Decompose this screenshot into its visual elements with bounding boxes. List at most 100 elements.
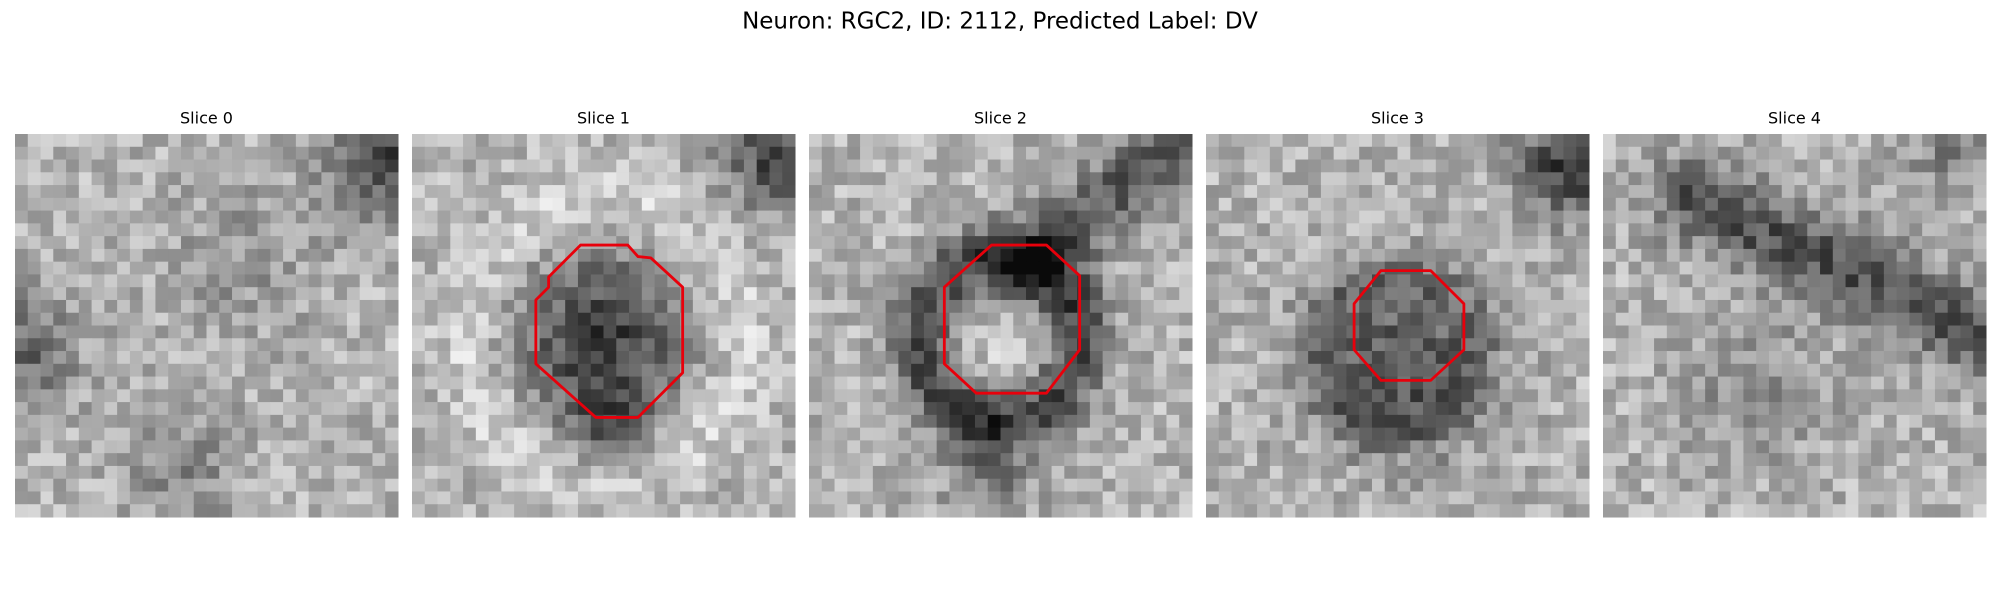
- pixel: [1128, 146, 1142, 161]
- pixel: [1397, 453, 1411, 467]
- pixel: [385, 363, 399, 378]
- pixel: [193, 172, 208, 186]
- pixel: [1140, 146, 1155, 161]
- pixel: [1423, 427, 1437, 441]
- pixel: [232, 491, 246, 505]
- pixel: [1499, 376, 1513, 390]
- pixel: [1537, 172, 1552, 186]
- pixel: [295, 146, 310, 161]
- pixel: [1295, 440, 1309, 454]
- pixel: [424, 351, 439, 365]
- pixel: [1807, 261, 1821, 275]
- pixel: [680, 134, 694, 148]
- pixel: [257, 312, 271, 327]
- pixel: [974, 478, 989, 492]
- pixel: [142, 172, 156, 186]
- pixel: [1257, 440, 1271, 454]
- pixel: [911, 185, 925, 199]
- pixel: [1730, 172, 1744, 186]
- pixel: [1153, 338, 1167, 352]
- pixel: [155, 478, 169, 492]
- pixel: [1563, 236, 1577, 250]
- pixel: [1115, 312, 1129, 327]
- pixel: [1845, 185, 1859, 199]
- pixel: [1179, 402, 1193, 416]
- pixel: [219, 478, 233, 492]
- pixel: [1435, 389, 1450, 403]
- pixel: [1858, 210, 1872, 224]
- pixel: [974, 274, 989, 288]
- pixel: [283, 414, 297, 429]
- pixel: [295, 185, 310, 199]
- pixel: [1000, 248, 1014, 263]
- pixel: [283, 338, 297, 352]
- pixel: [206, 402, 220, 416]
- pixel: [911, 414, 925, 429]
- pixel: [1000, 478, 1014, 492]
- pixel: [117, 197, 131, 212]
- pixel: [1371, 338, 1386, 352]
- pixel: [1435, 504, 1450, 518]
- pixel: [834, 338, 848, 352]
- pixel: [244, 465, 259, 480]
- pixel: [450, 261, 464, 275]
- pixel: [860, 236, 874, 250]
- pixel: [1218, 261, 1233, 275]
- pixel: [577, 159, 592, 173]
- pixel: [1026, 453, 1040, 467]
- pixel: [1845, 134, 1859, 148]
- pixel: [1883, 440, 1898, 454]
- pixel: [168, 402, 182, 416]
- pixel: [539, 389, 553, 403]
- pixel: [372, 248, 386, 263]
- pixel: [1359, 287, 1373, 301]
- pixel: [1871, 312, 1885, 327]
- pixel: [1832, 172, 1847, 186]
- pixel: [193, 261, 208, 275]
- pixel: [40, 376, 54, 390]
- pixel: [424, 223, 439, 237]
- pixel: [1679, 402, 1693, 416]
- pixel: [1603, 491, 1617, 505]
- pixel: [1832, 210, 1847, 224]
- pixel: [1973, 453, 1987, 467]
- pixel: [1423, 172, 1437, 186]
- pixel: [91, 287, 105, 301]
- pixel: [743, 197, 758, 212]
- pixel: [641, 389, 656, 403]
- pixel: [1628, 504, 1642, 518]
- pixel: [1423, 504, 1437, 518]
- pixel: [372, 146, 386, 161]
- pixel: [104, 478, 118, 492]
- pixel: [962, 414, 976, 429]
- pixel: [1615, 427, 1630, 441]
- pixel: [936, 248, 950, 263]
- pixel: [1973, 299, 1987, 314]
- pixel: [1845, 414, 1859, 429]
- pixel: [40, 491, 54, 505]
- pixel: [1666, 325, 1681, 339]
- pixel: [1474, 363, 1488, 378]
- pixel: [155, 299, 169, 314]
- pixel: [180, 491, 195, 505]
- pixel: [475, 427, 490, 441]
- pixel: [1871, 325, 1885, 339]
- pixel: [834, 223, 848, 237]
- pixel: [1537, 465, 1552, 480]
- pixel: [705, 351, 719, 365]
- pixel: [514, 261, 528, 275]
- pixel: [654, 134, 668, 148]
- pixel: [501, 236, 515, 250]
- pixel: [1115, 478, 1129, 492]
- pixel: [1730, 197, 1744, 212]
- pixel: [1576, 465, 1590, 480]
- pixel: [129, 504, 144, 518]
- pixel: [1244, 185, 1258, 199]
- pixel: [15, 414, 29, 429]
- pixel: [1257, 312, 1271, 327]
- pixel: [731, 389, 745, 403]
- pixel: [1973, 338, 1987, 352]
- pixel: [911, 389, 925, 403]
- pixel: [860, 351, 874, 365]
- pixel: [359, 261, 373, 275]
